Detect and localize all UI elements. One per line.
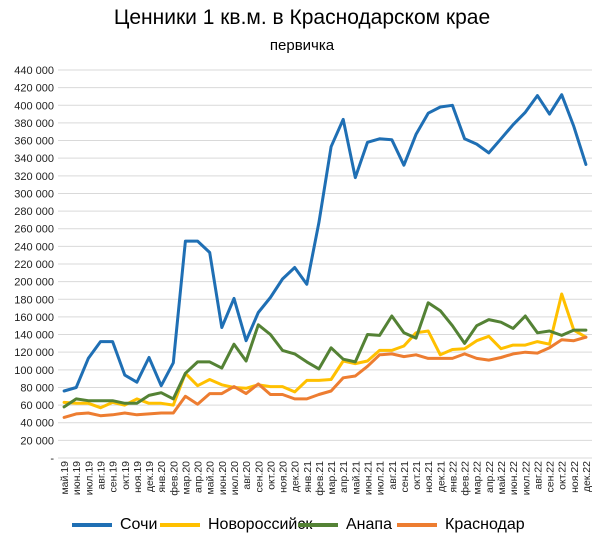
x-tick-label: окт.21 <box>411 461 423 490</box>
y-tick-label: 220 000 <box>14 259 54 271</box>
x-tick-label: июн.21 <box>362 461 374 495</box>
legend-item: Новороссийск <box>160 516 312 534</box>
x-axis-tick-labels: май.19 июн.19 июл.19 авг.19 сен.19 окт.19 ноя.… <box>59 461 593 496</box>
legend-swatch <box>160 523 200 527</box>
x-tick-label: окт.20 <box>265 461 277 490</box>
x-tick-label: июн.20 <box>217 461 229 495</box>
legend: Сочи Новороссийск Анапа Краснодар <box>0 516 604 540</box>
y-tick-label: 200 000 <box>14 277 54 289</box>
legend-item: Сочи <box>72 516 157 534</box>
x-tick-label: дек.22 <box>581 461 593 492</box>
y-tick-label: 100 000 <box>14 365 54 377</box>
x-tick-label: фев.20 <box>168 461 180 496</box>
x-tick-label: сен.21 <box>399 461 411 493</box>
chart-subtitle: первичка <box>269 37 335 54</box>
x-tick-label: янв.22 <box>447 461 459 493</box>
x-tick-label: июл.21 <box>375 461 387 495</box>
legend-label: Сочи <box>120 516 158 533</box>
x-tick-label: фев.22 <box>460 461 472 496</box>
legend-item: Анапа <box>298 516 392 534</box>
y-tick-label: 400 000 <box>14 100 54 112</box>
x-tick-label: апр.20 <box>193 461 205 493</box>
x-tick-label: авг.21 <box>387 461 399 490</box>
y-tick-label: 40 000 <box>20 418 54 430</box>
x-tick-label: мар.21 <box>326 461 338 495</box>
x-tick-label: сен.20 <box>253 461 265 493</box>
y-tick-label: 420 000 <box>14 83 54 95</box>
x-tick-label: ноя.22 <box>569 461 581 493</box>
x-tick-label: сен.22 <box>545 461 557 493</box>
x-tick-label: фев.21 <box>314 461 326 496</box>
x-tick-label: апр.22 <box>484 461 496 493</box>
legend-item: Краснодар <box>397 516 525 534</box>
x-tick-label: мар.20 <box>180 461 192 495</box>
x-tick-label: апр.21 <box>338 461 350 493</box>
x-tick-label: июл.19 <box>83 461 95 495</box>
x-tick-label: ноя.21 <box>423 461 435 493</box>
x-tick-label: дек.19 <box>144 461 156 492</box>
x-tick-label: май.20 <box>205 461 217 495</box>
series-line-1 <box>62 292 588 410</box>
y-tick-label: 320 000 <box>14 171 54 183</box>
x-tick-label: ноя.20 <box>278 461 290 493</box>
y-tick-label: 240 000 <box>14 241 54 253</box>
chart-title: Ценники 1 кв.м. в Краснодарском крае <box>113 6 491 29</box>
grid-lines <box>58 69 592 459</box>
y-tick-label: 440 000 <box>14 65 54 77</box>
legend-label: Новороссийск <box>208 516 313 533</box>
series-lines <box>62 93 588 419</box>
y-tick-label: 140 000 <box>14 330 54 342</box>
series-line-2 <box>62 301 588 409</box>
x-tick-label: мар.22 <box>472 461 484 495</box>
y-tick-label: 60 000 <box>20 400 54 412</box>
legend-swatch <box>397 523 437 527</box>
legend-label: Краснодар <box>445 516 525 533</box>
x-tick-label: ноя.19 <box>132 461 144 493</box>
y-tick-label: 180 000 <box>14 294 54 306</box>
x-tick-label: май.19 <box>59 461 71 495</box>
series-line-3 <box>62 335 588 419</box>
x-tick-label: окт.19 <box>120 461 132 490</box>
y-tick-label: 280 000 <box>14 206 54 218</box>
legend-swatch <box>298 523 338 527</box>
x-tick-label: сен.19 <box>108 461 120 493</box>
y-tick-label: 260 000 <box>14 224 54 236</box>
x-tick-label: дек.20 <box>290 461 302 492</box>
series-line-0 <box>62 93 588 393</box>
x-tick-label: май.21 <box>350 461 362 495</box>
x-tick-label: янв.21 <box>302 461 314 493</box>
y-tick-label: 380 000 <box>14 118 54 130</box>
y-tick-label: 340 000 <box>14 153 54 165</box>
x-tick-label: авг.19 <box>95 461 107 490</box>
x-tick-label: окт.22 <box>557 461 569 490</box>
y-tick-label: 80 000 <box>20 382 54 394</box>
legend-label: Анапа <box>346 516 392 533</box>
y-tick-label: 120 000 <box>14 347 54 359</box>
x-tick-label: июл.20 <box>229 461 241 495</box>
y-tick-label: - <box>50 453 54 465</box>
y-axis-tick-labels: - 20 000 40 000 60 000 80 000 100 000 120 000 1… <box>14 65 54 465</box>
y-tick-label: 360 000 <box>14 136 54 148</box>
x-tick-label: май.22 <box>496 461 508 495</box>
x-tick-label: июл.22 <box>520 461 532 495</box>
y-tick-label: 20 000 <box>20 435 54 447</box>
x-tick-label: июн.19 <box>71 461 83 495</box>
y-tick-label: 160 000 <box>14 312 54 324</box>
x-tick-label: дек.21 <box>435 461 447 492</box>
x-tick-label: авг.22 <box>532 461 544 490</box>
x-tick-label: янв.20 <box>156 461 168 493</box>
legend-swatch <box>72 523 112 527</box>
x-tick-label: авг.20 <box>241 461 253 490</box>
x-tick-label: июн.22 <box>508 461 520 495</box>
y-tick-label: 300 000 <box>14 188 54 200</box>
